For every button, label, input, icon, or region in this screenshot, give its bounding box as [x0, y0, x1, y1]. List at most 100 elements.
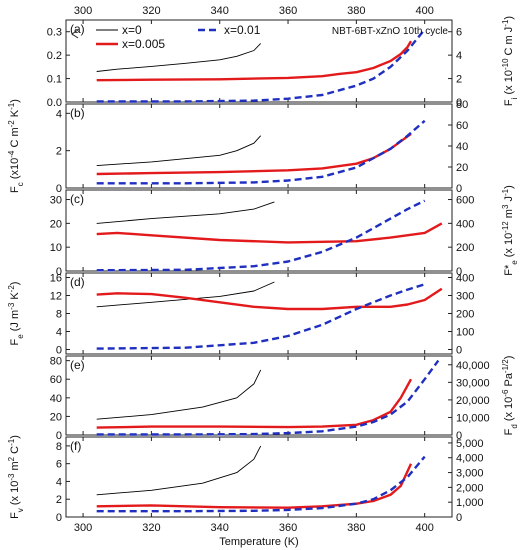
panel-frame	[65, 355, 453, 436]
y-tick-label-left: 0	[56, 430, 62, 442]
series-line-x-0	[96, 445, 262, 496]
y-axis-label-right: Fd (x 10-6 Pa-1/2)	[501, 356, 519, 436]
y-tick-label-right: 10,000	[456, 412, 490, 424]
y-axis-label-left-part: v	[16, 508, 25, 512]
y-axis-label-right-part: F	[503, 428, 515, 435]
y-axis-label-left-part: (J m	[9, 310, 21, 334]
y-tick-label-left: 40	[50, 393, 62, 405]
x-tick-label-bottom: 380	[347, 522, 365, 534]
y-axis-label-right-part: (x 10	[503, 397, 515, 425]
series-line-x-0-005	[96, 378, 413, 429]
y-tick-label-right: 2,000	[456, 482, 484, 494]
y-tick-label-right: 600	[456, 195, 474, 207]
y-tick-label-left: 12	[50, 291, 62, 303]
panel-frame	[65, 19, 453, 103]
y-tick-label-left: 0	[56, 266, 62, 278]
y-tick-label-right: 6	[456, 27, 462, 39]
x-tick-label-top: 300	[74, 5, 92, 17]
y-axis-label-left-part: e	[16, 334, 25, 339]
panel-frame	[65, 272, 453, 355]
y-tick-label-left: 0	[56, 345, 62, 357]
y-axis-label-left-part: -2	[7, 285, 16, 293]
y-axis-label-left-part: C m	[9, 127, 21, 150]
series-line-x-0	[96, 135, 262, 167]
y-tick-label-right: 1,000	[456, 497, 484, 509]
y-axis-label-right-part: )	[503, 185, 515, 189]
y-axis-label-right-part: -12	[501, 221, 510, 233]
y-axis-label-right: F*e (x 10-12 m3 J-1)	[501, 185, 519, 276]
y-tick-label-left: 4	[56, 476, 62, 488]
y-tick-label-right: 20,000	[456, 395, 490, 407]
y-tick-label-right: 5,000	[456, 438, 484, 450]
y-tick-label-right: 0	[456, 266, 462, 278]
y-axis-label-right-part: )	[503, 16, 515, 20]
y-axis-label-left-part: -1	[7, 438, 16, 446]
y-tick-label-right: 0	[456, 512, 462, 524]
series-line-x-0-01	[96, 283, 426, 350]
series-line-x-0	[96, 201, 275, 224]
y-axis-label-left-part: m	[9, 461, 21, 473]
panel-label: (f)	[70, 439, 81, 453]
y-tick-label-right: 100	[456, 327, 474, 339]
x-tick-label-top: 380	[347, 5, 365, 17]
legend-arrow-icon	[71, 29, 79, 39]
legend-label: x=0.01	[224, 23, 261, 37]
y-axis-label-left-part: F	[9, 512, 21, 519]
y-tick-label-right: 30,000	[456, 377, 490, 389]
panel-frame	[65, 436, 453, 518]
series-line-x-0-01	[96, 455, 426, 513]
y-axis-label-right-part: C m J	[503, 27, 515, 59]
y-tick-label-left: 8	[56, 441, 62, 453]
y-tick-label-left: 6	[56, 459, 62, 471]
y-tick-label-right: 0	[456, 345, 462, 357]
y-tick-label-left: 80	[50, 356, 62, 368]
y-axis-label-left-part: -1	[7, 102, 16, 110]
series-line-x-0-01	[96, 119, 426, 185]
y-tick-label-left: 30	[50, 195, 62, 207]
y-tick-label-right: 400	[456, 218, 474, 230]
x-tick-label-top: 320	[142, 5, 160, 17]
y-axis-label-right-part: -6	[501, 389, 510, 397]
y-tick-label-left: 16	[50, 273, 62, 285]
y-tick-label-right: 0	[456, 430, 462, 442]
y-axis-label-right-text: Fi (x 10-10 C m J-1)	[501, 16, 519, 106]
y-axis-label-left-part: )	[9, 282, 21, 286]
y-tick-label-right: 80	[456, 99, 468, 111]
panel-label: (e)	[70, 358, 85, 372]
y-axis-label-right-part: F	[503, 99, 515, 106]
y-axis-label-right-part: d	[510, 424, 519, 428]
y-tick-label-left: 0.0	[47, 97, 62, 109]
y-axis-label-left-part: -4	[7, 150, 16, 158]
y-axis-label-right-part: m	[503, 209, 515, 221]
y-axis-label-left-part: -2	[7, 120, 16, 128]
y-axis-label-left-text: Fe (J m-3 K-2)	[7, 282, 25, 346]
y-tick-label-right: 40,000	[456, 360, 490, 372]
y-tick-label-left: 0	[56, 183, 62, 195]
y-axis-label-left-part: C	[9, 446, 21, 457]
y-axis-label-right-text: F*e (x 10-12 m3 J-1)	[501, 185, 519, 276]
x-tick-label-bottom: 300	[74, 522, 92, 534]
y-tick-label-left: 20	[50, 411, 62, 423]
y-axis-label-left-text: Fv (x 10-3 m2 C-1)	[7, 435, 25, 519]
panel-frame	[65, 189, 453, 272]
y-tick-label-right: 0	[456, 183, 462, 195]
y-axis-label-right-part: -1/2	[501, 359, 510, 373]
chart-annotation: NBT-6BT-xZnO 10th cycle	[332, 26, 449, 37]
y-axis-label-left-part: )	[9, 99, 21, 103]
y-tick-label-right: 3,000	[456, 468, 484, 480]
x-tick-label-bottom: 360	[279, 522, 297, 534]
y-tick-label-right: 0	[456, 97, 462, 109]
series-line-x-0-005	[96, 132, 412, 176]
y-axis-label-left-part: K	[9, 109, 21, 120]
series-line-x-0-01	[96, 199, 426, 272]
series-line-x-0-005	[96, 40, 413, 82]
x-axis-label: Temperature (K)	[219, 536, 298, 548]
series-line-x-0-005	[96, 222, 443, 244]
y-tick-label-right: 4,000	[456, 453, 484, 465]
y-tick-label-right: 20	[456, 162, 468, 174]
y-axis-label-right-part: F*	[503, 264, 515, 276]
y-axis-label-right-part: -1	[501, 188, 510, 196]
y-axis-label-left-part: 2	[7, 456, 16, 461]
y-tick-label-left: 2	[56, 146, 62, 158]
y-tick-label-left: 0.2	[47, 50, 62, 62]
